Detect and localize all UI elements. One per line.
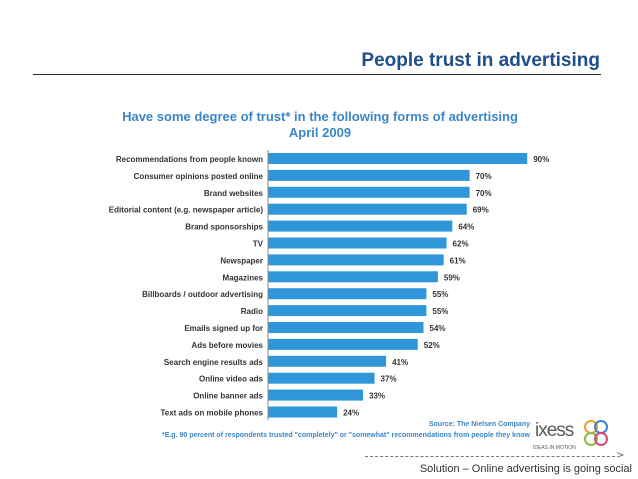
- value-label: 37%: [381, 375, 397, 384]
- bar: [268, 169, 470, 181]
- bar: [268, 406, 338, 418]
- title-divider: [33, 74, 601, 75]
- footer-divider: [365, 456, 615, 457]
- value-label: 61%: [450, 256, 466, 265]
- category-label: Consumer opinions posted online: [134, 172, 264, 181]
- value-label: 64%: [458, 223, 474, 232]
- bar: [268, 338, 418, 350]
- chart-source: Source: The Nielsen Company: [428, 421, 530, 428]
- category-label: Brand sponsorships: [185, 223, 263, 232]
- bar: [268, 220, 453, 232]
- bar: [268, 271, 438, 283]
- bar: [268, 355, 387, 367]
- chart-footnote: *E.g. 90 percent of respondents trusted …: [161, 432, 530, 439]
- bar: [268, 203, 467, 215]
- value-label: 24%: [343, 409, 359, 418]
- chart-title: Have some degree of trust* in the follow…: [80, 109, 560, 141]
- slide-footer: Solution – Online advertising is going s…: [419, 463, 632, 475]
- bar: [268, 305, 427, 317]
- category-label: TV: [253, 240, 264, 249]
- value-label: 41%: [392, 358, 408, 367]
- value-label: 55%: [432, 290, 448, 299]
- category-label: Text ads on mobile phones: [160, 409, 263, 418]
- logo-tagline: IDEAS IN MOTION: [533, 445, 576, 451]
- bar: [268, 237, 447, 249]
- category-label: Editorial content (e.g. newspaper articl…: [109, 206, 264, 215]
- value-label: 55%: [432, 307, 448, 316]
- arrow-right-icon: >: [616, 450, 625, 461]
- category-label: Billboards / outdoor advertising: [142, 290, 263, 299]
- bar: [268, 372, 375, 384]
- category-label: Emails signed up for: [184, 324, 263, 333]
- bar: [268, 322, 424, 333]
- value-label: 62%: [453, 240, 469, 249]
- value-label: 70%: [476, 172, 492, 181]
- value-label: 69%: [473, 206, 489, 215]
- chart-subtitle: April 2009: [288, 125, 352, 140]
- bar: [268, 186, 470, 198]
- value-label: 90%: [533, 155, 549, 164]
- bar: [268, 254, 444, 266]
- ixess-logo: ixess IDEAS IN MOTION: [533, 416, 613, 456]
- category-label: Ads before movies: [191, 341, 263, 350]
- category-label: Search engine results ads: [164, 358, 264, 367]
- category-label: Radio: [241, 307, 263, 316]
- category-label: Magazines: [223, 273, 264, 282]
- logo-mark-icon: [584, 420, 608, 446]
- category-label: Online banner ads: [193, 392, 263, 401]
- value-label: 59%: [444, 273, 460, 282]
- bar: [268, 389, 364, 401]
- bar: [268, 153, 528, 164]
- bar: [268, 288, 427, 300]
- value-label: 70%: [476, 189, 492, 198]
- category-label: Online video ads: [199, 375, 264, 384]
- value-label: 33%: [369, 392, 385, 401]
- slide-title: People trust in advertising: [361, 50, 600, 71]
- value-label: 52%: [424, 341, 440, 350]
- category-label: Newspaper: [220, 256, 263, 265]
- value-label: 54%: [430, 324, 446, 333]
- chart-title-line: Have some degree of trust* in the follow…: [122, 109, 518, 124]
- category-label: Recommendations from people known: [116, 155, 263, 164]
- category-label: Brand websites: [204, 189, 264, 198]
- logo-text: ixess: [535, 420, 574, 441]
